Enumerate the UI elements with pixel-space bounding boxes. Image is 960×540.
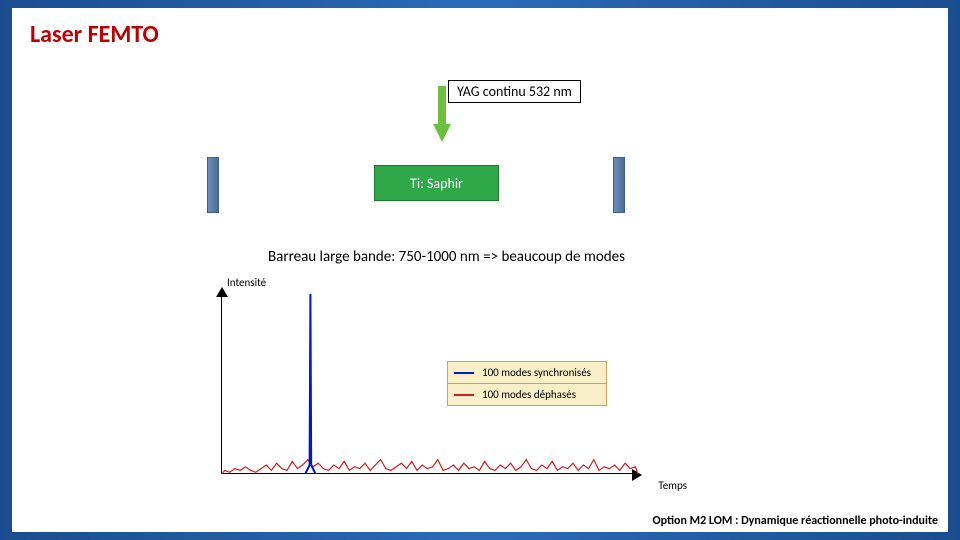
slide-footer: Option M2 LOM : Dynamique réactionnelle … [652, 514, 938, 528]
legend-item-0: 100 modes synchronisés [448, 362, 606, 384]
gain-medium: Ti: Saphir [374, 165, 499, 201]
chart-legend: 100 modes synchronisés 100 modes déphasé… [447, 361, 607, 406]
slide-frame: Laser FEMTO YAG continu 532 nm Ti: Saphi… [0, 0, 960, 540]
legend-swatch-0 [454, 372, 474, 374]
y-axis-label: Intensité [227, 276, 266, 289]
intensity-chart: Intensité Temps 100 modes synchronisés 1… [187, 276, 687, 498]
slide-content: Laser FEMTO YAG continu 532 nm Ti: Saphi… [12, 8, 948, 532]
pump-label: YAG continu 532 nm [448, 80, 581, 103]
slide-title: Laser FEMTO [30, 20, 159, 49]
bandwidth-caption: Barreau large bande: 750-1000 nm => beau… [268, 248, 625, 266]
gain-medium-label: Ti: Saphir [410, 175, 463, 192]
legend-label-1: 100 modes déphasés [482, 388, 576, 401]
legend-label-0: 100 modes synchronisés [482, 366, 591, 379]
legend-item-1: 100 modes déphasés [448, 384, 606, 405]
x-axis-label: Temps [658, 479, 687, 492]
cavity-mirror-left [207, 157, 219, 213]
legend-swatch-1 [454, 394, 474, 396]
cavity-mirror-right [613, 157, 625, 213]
